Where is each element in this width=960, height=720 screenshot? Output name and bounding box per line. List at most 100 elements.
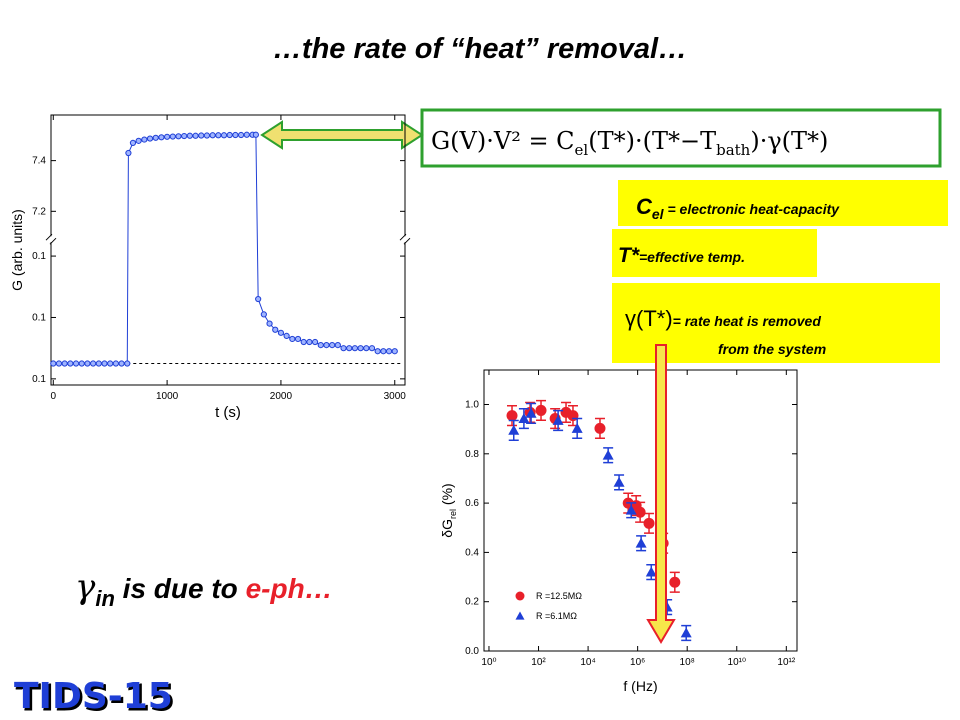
- data-point: [294, 335, 302, 343]
- data-point: [260, 311, 267, 318]
- data-point: [525, 407, 537, 418]
- axis-break: [49, 237, 57, 245]
- y-tick-label: 0.6: [465, 498, 479, 509]
- data-point: [237, 131, 245, 139]
- x-tick-label: 10⁸: [680, 657, 695, 668]
- data-point: [515, 591, 525, 601]
- data-point: [334, 341, 341, 349]
- data-point: [635, 537, 647, 548]
- data-point: [508, 424, 520, 435]
- data-point: [90, 360, 97, 367]
- data-point: [300, 338, 307, 346]
- y-axis-label-main: δG: [439, 519, 455, 538]
- data-point: [634, 506, 646, 518]
- data-point: [506, 410, 518, 422]
- data-line: [53, 134, 395, 365]
- data-point: [374, 348, 381, 355]
- data-point: [55, 360, 63, 367]
- data-point: [346, 345, 353, 352]
- plot-frame: [483, 369, 798, 652]
- x-tick-label: 10⁰: [481, 657, 496, 668]
- data-point: [272, 326, 279, 333]
- note-box: [618, 180, 948, 226]
- data-point: [175, 133, 182, 140]
- conclusion-text: is due to: [115, 573, 246, 604]
- y-tick-label: 0.4: [465, 547, 479, 558]
- note-main: C: [636, 194, 653, 219]
- equation-part: (T*)·(T*−T: [588, 127, 716, 155]
- data-point: [158, 134, 165, 141]
- note-box: [612, 229, 817, 277]
- equation-part: )·γ(T*): [750, 127, 828, 155]
- y-axis-label-sub: rel: [448, 509, 458, 519]
- data-point: [198, 132, 205, 139]
- y-tick-label: 0.2: [465, 597, 479, 608]
- data-point: [72, 360, 80, 367]
- conclusion-sub: in: [95, 586, 115, 611]
- data-point: [84, 360, 91, 367]
- plots: 0 1000 2000 3000 0.1 0.1 0.1 7.2 7.4 t (s) G (arb.…: [9, 114, 798, 694]
- data-point: [277, 329, 285, 336]
- x-tick-label: 10²: [531, 657, 546, 668]
- equation-sub: el: [575, 141, 589, 159]
- data-point: [283, 332, 290, 339]
- data-point: [535, 404, 547, 416]
- data-point: [243, 131, 250, 138]
- axis-break: [45, 233, 53, 241]
- down-arrow: [646, 344, 676, 644]
- x-tick-label: 3000: [384, 391, 407, 402]
- note: T*=effective temp.: [618, 244, 745, 267]
- y-tick-label: 1.0: [465, 400, 479, 411]
- data-point: [357, 345, 364, 352]
- data-point: [95, 360, 102, 367]
- data-point: [146, 135, 154, 142]
- data-point: [141, 136, 148, 143]
- data-point: [669, 576, 681, 588]
- data-point: [515, 611, 525, 620]
- axis-break-gap: [46, 236, 56, 243]
- note-sub: el: [652, 206, 665, 222]
- x-tick-label: 10⁴: [580, 657, 595, 668]
- data-point: [368, 345, 376, 352]
- note-text: = electronic heat-capacity: [664, 201, 841, 217]
- data-point: [186, 132, 193, 139]
- data-point: [266, 320, 273, 327]
- conclusion-highlight: e-ph…: [246, 573, 333, 604]
- note-text: = rate heat is removed: [673, 313, 822, 329]
- data-point: [594, 422, 606, 434]
- data-point: [67, 360, 74, 367]
- data-point: [220, 132, 228, 139]
- data-point: [78, 360, 85, 367]
- x-tick-label: 1000: [156, 391, 179, 402]
- y-tick-label: 7.2: [32, 206, 46, 217]
- legend-label: R =6.1MΩ: [536, 611, 577, 621]
- y-axis-label-unit: (%): [439, 483, 455, 509]
- x-tick-label: 0: [50, 391, 56, 402]
- data-point: [255, 295, 262, 303]
- data-point: [643, 517, 655, 529]
- data-point: [232, 131, 239, 139]
- data-point: [152, 134, 159, 141]
- data-point: [124, 360, 131, 367]
- x-tick-label: 10¹²: [777, 657, 795, 668]
- data-point: [125, 149, 132, 157]
- data-point: [226, 131, 233, 139]
- data-point: [351, 345, 359, 352]
- axis-break: [399, 233, 407, 241]
- y-tick-label: 7.4: [32, 156, 46, 167]
- data-point: [391, 348, 398, 355]
- double-arrow: [260, 120, 424, 150]
- equation-part: G(V)·V² = C: [431, 127, 575, 155]
- y-tick-label: 0.1: [32, 374, 46, 385]
- y-tick-label: 0.0: [465, 646, 479, 657]
- data-point: [252, 131, 259, 138]
- data-point: [385, 348, 393, 355]
- y-tick-label: 0.1: [32, 251, 46, 262]
- data-point: [363, 345, 370, 352]
- data-point: [602, 449, 614, 460]
- data-point: [101, 360, 108, 367]
- y-axis-label: δGrel (%): [439, 483, 458, 537]
- x-tick-label: 2000: [270, 391, 293, 402]
- data-point: [311, 338, 319, 346]
